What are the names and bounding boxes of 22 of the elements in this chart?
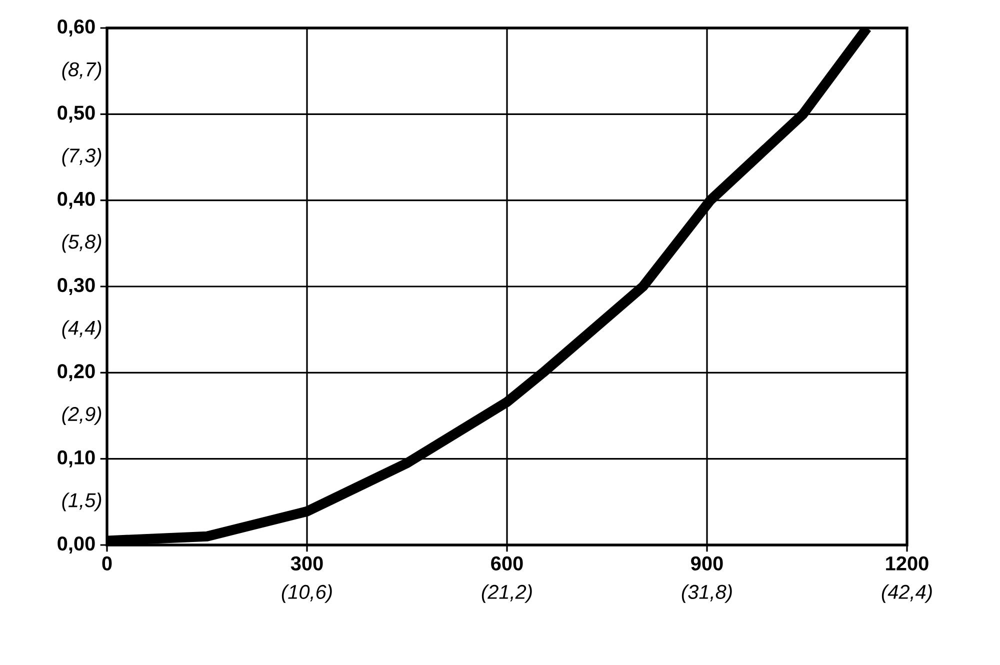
y2-tick-label: (4,4) [62, 320, 102, 339]
x2-tick-label: (10,6) [282, 584, 332, 603]
y-tick-label: 0,00 [58, 536, 95, 554]
x-tick-label: 1200 [886, 556, 928, 570]
x-tick-label: 900 [691, 556, 723, 570]
y2-tick-label: (2,9) [62, 406, 102, 426]
y-tick-label: 0,40 [58, 192, 95, 209]
x-tick-label: 600 [491, 556, 523, 570]
x-tick-label: 0 [102, 556, 112, 570]
y2-tick-label: (7,3) [62, 148, 102, 167]
x2-tick-label: (42,4) [882, 584, 932, 603]
y-tick-label: 0,60 [58, 19, 95, 36]
y-tick-label: 0,10 [58, 450, 95, 468]
x2-tick-label: (21,2) [482, 584, 532, 603]
y2-tick-label: (5,8) [62, 234, 102, 253]
y-tick-label: 0,50 [58, 106, 95, 123]
y-tick-label: 0,20 [58, 364, 95, 382]
y2-tick-label: (8,7) [62, 62, 102, 80]
x-tick-label: 300 [290, 556, 323, 570]
y-tick-label: 0,30 [58, 278, 95, 295]
x2-tick-label: (31,8) [682, 584, 732, 603]
y2-tick-label: (1,5) [62, 492, 102, 512]
